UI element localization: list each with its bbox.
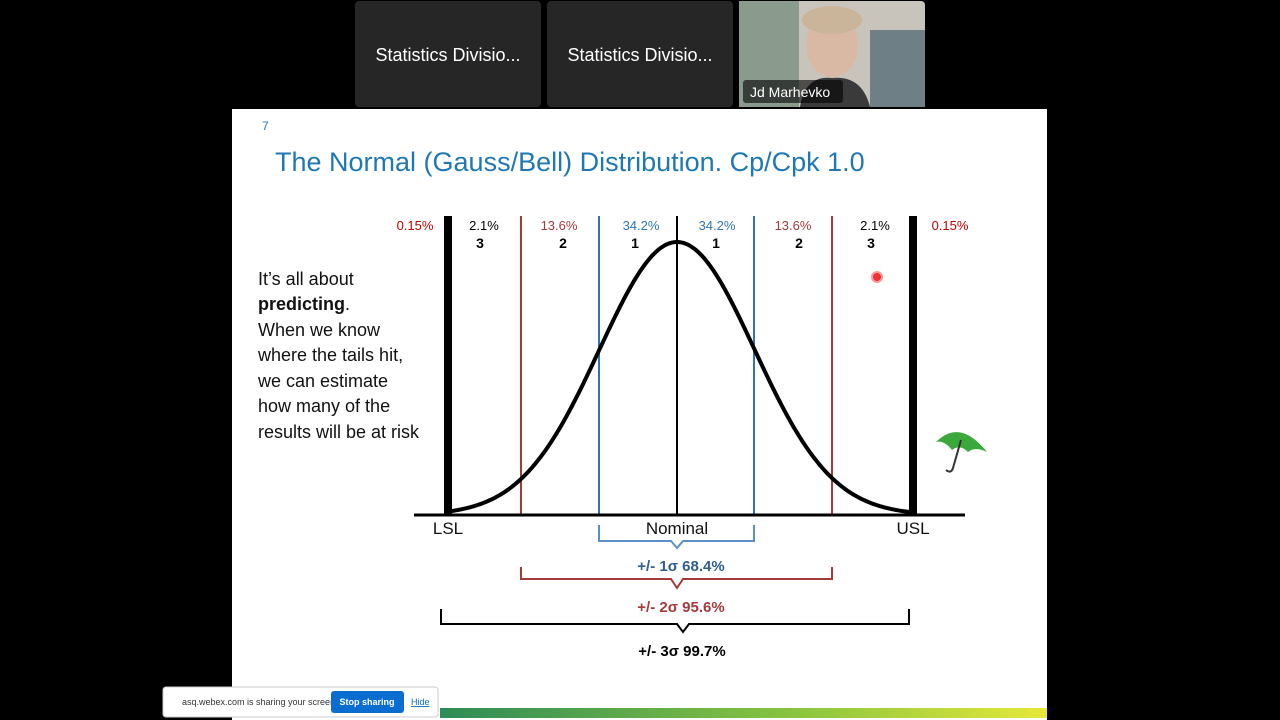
- body-line: we can estimate: [257, 371, 388, 391]
- region-percent: 0.15%: [397, 218, 434, 233]
- stop-sharing-button[interactable]: Stop sharing: [339, 697, 394, 707]
- hide-link[interactable]: Hide: [411, 697, 430, 707]
- laser-pointer: [871, 271, 883, 283]
- participant-tile: [547, 1, 733, 107]
- body-line: It’s all about: [258, 269, 354, 289]
- region-percent: 34.2%: [699, 218, 736, 233]
- region-percent: 2.1%: [469, 218, 499, 233]
- region-percent: 13.6%: [541, 218, 578, 233]
- region-sigma: 1: [712, 235, 720, 251]
- body-text: .: [345, 294, 350, 314]
- bell-curve: [447, 240, 913, 515]
- body-line: When we know: [258, 320, 381, 340]
- region-percent: 34.2%: [623, 218, 660, 233]
- participant-video: [739, 1, 925, 107]
- participant-name: Jd Marhevko: [750, 84, 830, 100]
- range-label: +/- 3σ 99.7%: [638, 643, 725, 660]
- region-sigma: 2: [559, 235, 567, 251]
- participant-tile: [355, 1, 541, 107]
- participant-name: Statistics Divisio...: [375, 45, 520, 65]
- share-message: asq.webex.com is sharing your screen.: [182, 697, 338, 707]
- region-sigma: 3: [476, 235, 484, 251]
- stop-button-bg[interactable]: [331, 691, 404, 713]
- body-line: where the tails hit,: [257, 345, 403, 365]
- bracket: [440, 609, 910, 634]
- region-percent: 2.1%: [860, 218, 890, 233]
- participant-name: Statistics Divisio...: [567, 45, 712, 65]
- limit-label: USL: [896, 519, 929, 538]
- limit-label: Nominal: [646, 519, 708, 538]
- body-text: It’s all about predicting. When we know …: [257, 269, 420, 442]
- region-sigma: 2: [795, 235, 803, 251]
- name-label-bg: [743, 80, 843, 103]
- diagram: [414, 216, 965, 634]
- bracket: [520, 567, 833, 590]
- range-label: +/- 2σ 95.6%: [637, 599, 724, 616]
- region-percent: 0.15%: [932, 218, 969, 233]
- body-bold: predicting: [258, 294, 345, 314]
- slide-title: The Normal (Gauss/Bell) Distribution. Cp…: [275, 147, 865, 177]
- limit-label: LSL: [433, 519, 463, 538]
- body-line: how many of the: [258, 396, 390, 416]
- slide-strip: [440, 708, 1047, 718]
- slide-number: 7: [262, 119, 269, 133]
- region-percent: 13.6%: [775, 218, 812, 233]
- region-sigma: 3: [867, 235, 875, 251]
- bracket: [598, 525, 755, 550]
- region-sigma: 1: [631, 235, 639, 251]
- body-line: predicting.: [258, 294, 350, 314]
- body-line: results will be at risk: [258, 422, 420, 442]
- umbrella-icon: [936, 432, 987, 473]
- range-label: +/- 1σ 68.4%: [637, 558, 724, 575]
